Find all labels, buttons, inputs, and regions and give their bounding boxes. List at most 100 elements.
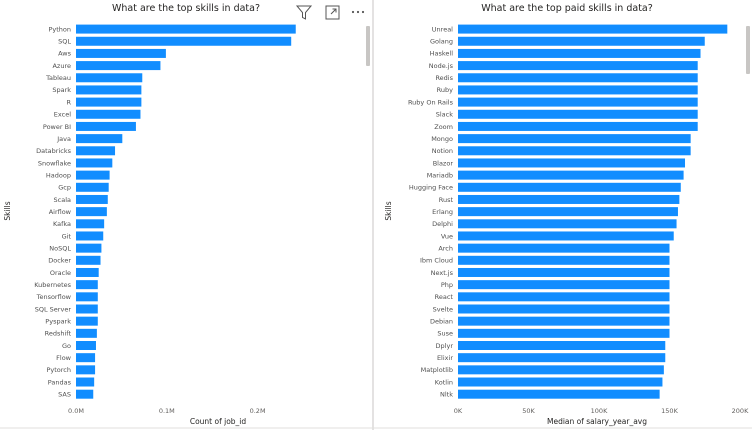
category-label: NoSQL — [49, 244, 71, 252]
bar[interactable] — [76, 24, 296, 34]
category-label: Ruby — [437, 86, 453, 94]
bar[interactable] — [76, 304, 98, 314]
filter-icon[interactable] — [295, 5, 313, 20]
bar[interactable] — [458, 280, 670, 290]
bar[interactable] — [76, 36, 292, 46]
bar[interactable] — [458, 61, 698, 71]
bar[interactable] — [458, 255, 670, 265]
bar[interactable] — [458, 292, 670, 302]
bar[interactable] — [458, 182, 681, 192]
bar[interactable] — [76, 353, 96, 363]
category-label: Unreal — [432, 25, 453, 33]
x-tick-labels: 0K 50K 100K 150K 200K — [454, 407, 749, 415]
bar[interactable] — [76, 280, 98, 290]
bar[interactable] — [458, 365, 664, 375]
bar[interactable] — [76, 48, 166, 58]
bar[interactable] — [458, 267, 670, 277]
bar[interactable] — [458, 353, 666, 363]
bar[interactable] — [76, 85, 142, 95]
category-label: Airflow — [49, 208, 72, 216]
bar[interactable] — [76, 292, 98, 302]
category-label: Svelte — [433, 305, 453, 313]
bar[interactable] — [458, 158, 686, 168]
category-label: SQL — [58, 38, 71, 46]
bar[interactable] — [76, 328, 97, 338]
bar-series — [76, 24, 296, 399]
chart-title: What are the top skills in data? — [112, 3, 260, 14]
bar[interactable] — [76, 267, 99, 277]
bar[interactable] — [76, 255, 101, 265]
bar[interactable] — [458, 194, 680, 204]
x-tick-label: 50K — [522, 407, 535, 415]
bar[interactable] — [458, 24, 728, 34]
bar[interactable] — [76, 182, 109, 192]
x-tick-labels: 0.0M 0.1M 0.2M — [68, 407, 266, 415]
bar[interactable] — [76, 365, 96, 375]
bar[interactable] — [458, 389, 660, 399]
bar[interactable] — [76, 134, 123, 144]
bar[interactable] — [458, 341, 666, 350]
category-label: Snowflake — [38, 159, 71, 167]
category-label: Pytorch — [46, 366, 71, 374]
bar[interactable] — [458, 85, 698, 95]
bar[interactable] — [458, 207, 678, 217]
category-label: Pyspark — [45, 317, 71, 325]
category-label: Mariadb — [427, 171, 453, 179]
bar[interactable] — [458, 134, 691, 144]
bar[interactable] — [76, 207, 107, 217]
bar[interactable] — [458, 243, 670, 253]
bar[interactable] — [458, 48, 701, 58]
category-label: Hugging Face — [409, 184, 453, 192]
more-options-icon[interactable] — [351, 10, 365, 14]
category-label: Scala — [54, 196, 71, 204]
bar[interactable] — [458, 36, 705, 46]
bar[interactable] — [76, 109, 141, 119]
category-label: Nltk — [440, 390, 453, 398]
bar[interactable] — [76, 243, 102, 253]
category-label: SAS — [58, 390, 71, 398]
category-label: Pandas — [48, 378, 72, 386]
bar[interactable] — [76, 146, 116, 156]
bar[interactable] — [76, 73, 143, 83]
bar[interactable] — [76, 61, 161, 71]
bar[interactable] — [458, 109, 698, 119]
bar[interactable] — [458, 231, 674, 241]
category-label: Oracle — [50, 269, 71, 277]
bar[interactable] — [76, 231, 104, 241]
category-label: Slack — [436, 111, 453, 119]
bar[interactable] — [458, 73, 698, 83]
bar[interactable] — [76, 389, 94, 399]
bar[interactable] — [458, 170, 684, 180]
focus-mode-icon[interactable] — [325, 5, 340, 20]
bar[interactable] — [76, 158, 113, 168]
bar[interactable] — [458, 328, 670, 338]
scrollbar-thumb[interactable] — [746, 26, 750, 74]
bar[interactable] — [76, 219, 105, 229]
x-axis-title: Count of job_id — [190, 417, 247, 426]
bar[interactable] — [76, 316, 98, 326]
bar[interactable] — [76, 377, 95, 387]
category-label: Erlang — [432, 208, 453, 216]
bar[interactable] — [458, 121, 698, 131]
category-label: React — [435, 293, 454, 301]
bar[interactable] — [76, 121, 136, 131]
category-label: Dplyr — [436, 342, 454, 350]
bar[interactable] — [458, 304, 670, 314]
category-label: Delphi — [432, 220, 453, 228]
bar[interactable] — [76, 170, 110, 180]
scrollbar-thumb[interactable] — [366, 26, 370, 66]
bar[interactable] — [76, 341, 96, 350]
y-axis-title: Skills — [3, 201, 12, 220]
bar[interactable] — [458, 97, 698, 107]
bar[interactable] — [458, 316, 670, 326]
category-label: SQL Server — [35, 305, 72, 313]
bar[interactable] — [76, 97, 142, 107]
category-label: Azure — [52, 62, 71, 70]
bar[interactable] — [458, 219, 677, 229]
category-labels: Unreal Golang Haskell Node.js Redis Ruby Ruby … — [408, 25, 454, 398]
x-tick-label: 200K — [732, 407, 749, 415]
bar[interactable] — [458, 377, 663, 387]
bar[interactable] — [76, 194, 108, 204]
bar[interactable] — [458, 146, 691, 156]
category-label: Java — [56, 135, 71, 143]
